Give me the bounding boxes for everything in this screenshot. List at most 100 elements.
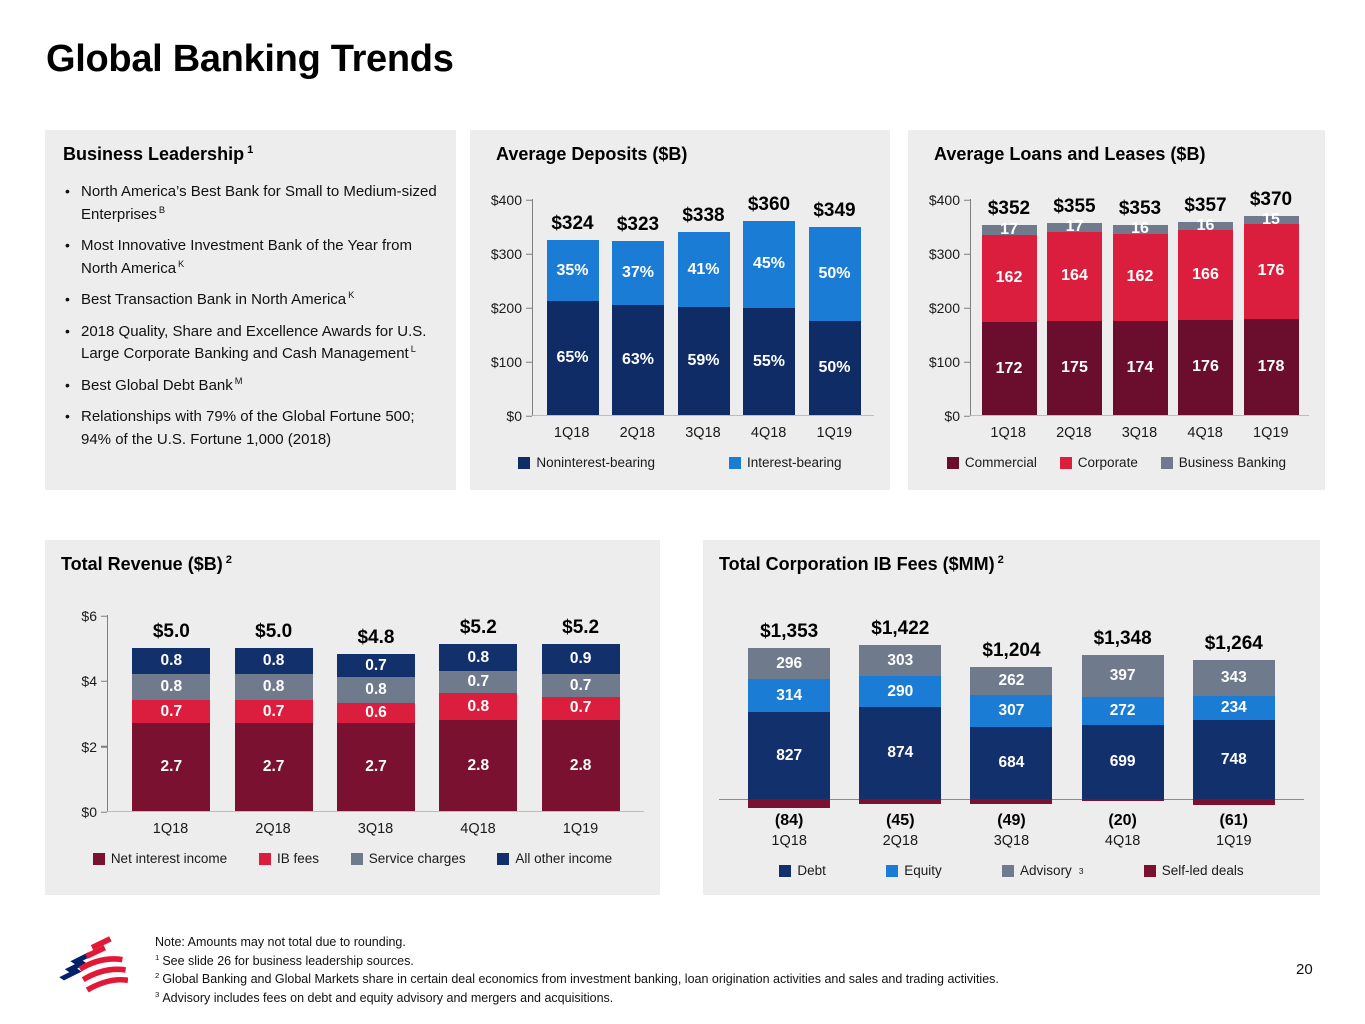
bar-segment: 2.7 xyxy=(132,722,211,811)
bar-segment: 162 xyxy=(981,234,1037,323)
y-tick xyxy=(101,811,107,813)
list-item: North America’s Best Bank for Small to M… xyxy=(61,181,440,226)
bar-4q18: $1,348 397 272 699 xyxy=(1081,628,1164,802)
legend-swatch xyxy=(729,456,741,469)
panel-title: Business Leadership 1 xyxy=(63,144,254,164)
bar-segment: 748 xyxy=(1192,720,1275,799)
bar-segment: 874 xyxy=(859,707,942,799)
bar-segment-label: 0.9 xyxy=(569,650,592,668)
bar-segment-label: 41% xyxy=(687,260,720,278)
bar-segment: 290 xyxy=(859,676,942,707)
bar-1q19: $370 15 176 178 xyxy=(1243,189,1299,415)
chart-legend: Net interest income IB fees Service charge… xyxy=(61,851,644,866)
chart-title: Average Deposits ($B) xyxy=(496,144,688,164)
footnote-marker: B xyxy=(158,204,166,215)
bar-2q18: $355 17 164 175 xyxy=(1047,196,1102,415)
negative-bar-segment xyxy=(970,799,1053,805)
x-label: 2Q18 xyxy=(882,833,919,849)
bar-segment-label: 2.8 xyxy=(569,756,592,774)
bar-segment-label: 50% xyxy=(818,264,851,282)
bar-segment: 2.8 xyxy=(439,719,518,811)
bar-segment: 303 xyxy=(859,644,942,677)
bank-of-america-logo-icon xyxy=(48,934,129,1003)
bar-total-label: $357 xyxy=(1184,194,1227,216)
y-tick-label: $0 xyxy=(81,804,97,820)
legend-label: Net interest income xyxy=(110,851,228,866)
average-deposits-panel: Average Deposits ($B) $0 $100 $200 $300 $400… xyxy=(470,130,890,490)
bar-segment-label: 0.7 xyxy=(262,702,285,720)
footnote-marker: K xyxy=(348,290,355,300)
bar-segment: 172 xyxy=(981,322,1037,415)
legend-item: Self-led deals xyxy=(1143,863,1244,878)
bar-3q18: $353 16 162 174 xyxy=(1112,198,1168,415)
footnote-note: Note: Amounts may not total due to round… xyxy=(155,935,406,949)
bar-segment: 0.6 xyxy=(336,703,415,723)
bar-segment: 0.7 xyxy=(336,654,415,678)
bar-segment-label: 37% xyxy=(621,263,655,281)
bar-total-label: $5.0 xyxy=(152,620,190,642)
bar-segment: 35% xyxy=(546,240,599,302)
y-tick xyxy=(526,361,532,363)
bar-segment-label: 296 xyxy=(776,654,803,672)
x-label: 1Q19 xyxy=(562,821,599,837)
bar-segment-label: 176 xyxy=(1192,358,1219,376)
bar-total-label: $352 xyxy=(987,198,1031,220)
bar-segment-label: 0.7 xyxy=(569,676,592,694)
bar-3q18: $338 41% 59% xyxy=(677,205,730,415)
legend-label: Equity xyxy=(904,863,942,878)
bar-segment: 16 xyxy=(1178,218,1233,234)
y-tick-label: $200 xyxy=(928,300,960,316)
bar-segment: 166 xyxy=(1178,230,1233,320)
footnotes: Note: Amounts may not total due to round… xyxy=(155,933,1195,1007)
bar-segment: 262 xyxy=(970,667,1053,695)
bar-segment-label: 175 xyxy=(1061,358,1088,376)
bar-segment: 65% xyxy=(546,301,599,415)
bar-segment: 684 xyxy=(970,727,1053,799)
y-axis: $0 $2 $4 $6 xyxy=(61,608,107,820)
y-tick xyxy=(964,415,970,417)
legend-item: Advisory 3 xyxy=(1002,863,1083,878)
bar-2q18: $323 37% 63% xyxy=(612,214,664,415)
bar-segment-label: 65% xyxy=(556,349,589,367)
y-tick-label: $100 xyxy=(490,354,522,370)
legend-item: Interest-bearing xyxy=(729,455,842,470)
bar-total-label: $355 xyxy=(1053,195,1096,217)
legend-swatch xyxy=(1160,456,1173,469)
bar-segment: 176 xyxy=(1243,223,1299,319)
bar-segment: 307 xyxy=(970,694,1053,727)
bar-segment: 2.8 xyxy=(541,719,620,811)
bar-1q19: $1,264 343 234 748 xyxy=(1192,633,1275,806)
y-tick xyxy=(101,745,107,748)
legend-swatch xyxy=(497,852,510,865)
y-tick-label: $4 xyxy=(81,673,97,690)
legend-label: Interest-bearing xyxy=(747,455,842,470)
bar-segment-label: 63% xyxy=(621,351,655,369)
bar-segment-label: 290 xyxy=(887,682,914,700)
total-ib-fees-panel: Total Corporation IB Fees ($MM) 2 $1,353 2… xyxy=(703,540,1320,895)
bar-total-label: $5.0 xyxy=(255,620,293,642)
title-footnote-marker: 2 xyxy=(997,554,1004,566)
y-tick xyxy=(964,307,970,309)
bar-segment-label: 59% xyxy=(687,352,720,370)
bar-segment: 17 xyxy=(1047,219,1102,235)
bar-total-label: $338 xyxy=(682,205,725,227)
total-revenue-panel: Total Revenue ($B) 2 $0 $2 $4 $6 $5.0 0.8 0.8 0.… xyxy=(45,540,660,895)
legend-footnote-marker: 3 xyxy=(1078,865,1084,876)
y-tick-label: $200 xyxy=(490,300,522,316)
y-tick-label: $400 xyxy=(490,192,522,208)
x-axis-labels: 1Q18 2Q18 3Q18 4Q18 1Q19 xyxy=(719,833,1304,849)
legend-label: Corporate xyxy=(1077,455,1138,470)
bar-segment-label: 684 xyxy=(998,754,1025,772)
legend-item: IB fees xyxy=(258,851,319,866)
bar-segment-label: 314 xyxy=(776,686,803,704)
total-ib-fees-chart: $1,353 296 314 827 $1,422 303 290 874 $1,204 262 3… xyxy=(719,599,1304,878)
y-tick-label: $100 xyxy=(928,354,960,370)
x-label: 3Q18 xyxy=(1121,425,1158,441)
bar-segment: 17 xyxy=(981,222,1037,238)
x-label: 1Q19 xyxy=(1253,425,1289,441)
y-tick xyxy=(101,680,107,683)
bar-segment-label: 0.8 xyxy=(262,678,285,696)
bar-segment-label: 55% xyxy=(752,352,786,370)
legend-item: Commercial xyxy=(946,455,1037,470)
legend-swatch xyxy=(946,456,959,469)
